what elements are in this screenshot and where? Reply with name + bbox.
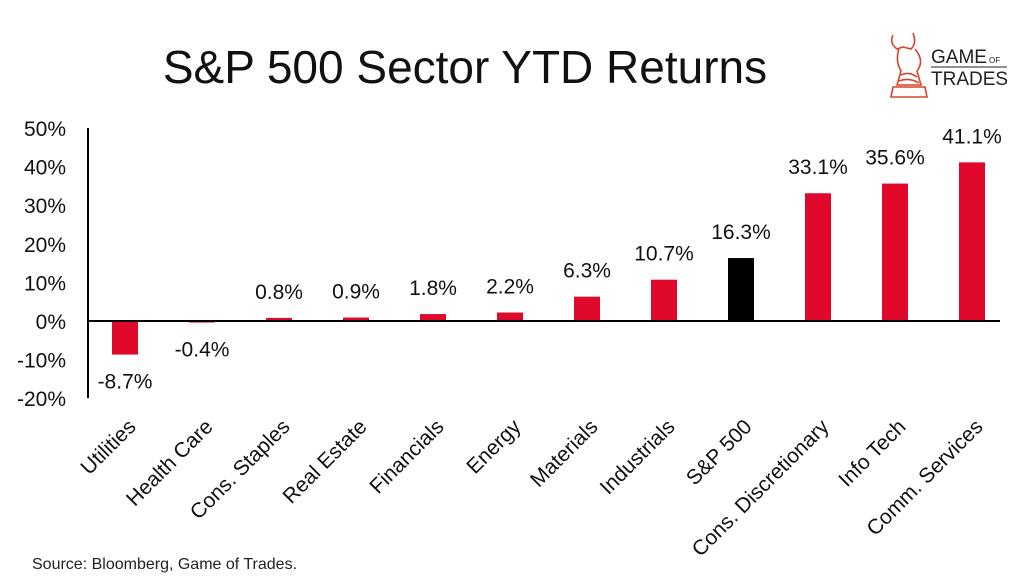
data-label: 41.1% [942, 125, 1002, 148]
x-tick-label: Energy [462, 415, 526, 479]
data-label: 2.2% [486, 276, 534, 299]
bar-utilities [112, 321, 138, 355]
x-tick-label: Cons. Staples [186, 415, 295, 524]
x-tick-label: Comm. Services [862, 415, 987, 540]
data-label: 6.3% [563, 260, 611, 283]
x-tick-label: Financials [365, 415, 448, 498]
data-label: -8.7% [98, 371, 153, 394]
data-label: 1.8% [409, 277, 457, 300]
y-tick-label: 40% [24, 157, 66, 180]
data-label: 16.3% [711, 221, 771, 244]
y-tick-label: 30% [24, 195, 66, 218]
y-tick-label: 0% [36, 311, 66, 334]
x-tick-label: Info Tech [834, 415, 910, 491]
x-tick-label: Industrials [596, 415, 680, 499]
x-tick-label: Utilities [76, 415, 140, 479]
data-label: 35.6% [865, 147, 925, 170]
data-label: 33.1% [788, 156, 848, 179]
y-tick-label: 20% [24, 234, 66, 257]
bar-materials [574, 296, 600, 321]
y-tick-label: 10% [24, 272, 66, 295]
bar-health-care [189, 321, 215, 323]
x-tick-label: Health Care [122, 415, 218, 511]
data-label: 10.7% [634, 243, 694, 266]
chart-title: S&P 500 Sector YTD Returns [162, 41, 768, 93]
bar-financials [420, 314, 446, 321]
bar-cons-discretionary [805, 193, 831, 321]
source-note: Source: Bloomberg, Game of Trades. [32, 556, 298, 573]
x-tick-label: S&P 500 [682, 415, 757, 490]
bar-industrials [651, 279, 677, 321]
bar-comm-services [959, 162, 985, 321]
svg-text:TRADES: TRADES [931, 69, 1008, 90]
y-tick-label: 50% [24, 118, 66, 141]
bar-energy [497, 312, 523, 321]
bar-real-estate [343, 317, 369, 321]
bar-cons-staples [266, 317, 292, 321]
bar-s-p-500 [728, 258, 754, 321]
bull-chess-knight-icon [890, 32, 928, 98]
game-of-trades-logo: GAME OF TRADES [885, 25, 1015, 110]
bar-info-tech [882, 183, 908, 321]
y-tick-label: -20% [17, 388, 66, 411]
data-label: -0.4% [175, 339, 230, 362]
x-tick-label: Materials [526, 415, 603, 492]
svg-text:GAME: GAME [931, 47, 987, 68]
data-label: 0.8% [255, 281, 303, 304]
x-tick-label: Real Estate [279, 415, 372, 508]
svg-text:OF: OF [989, 56, 1000, 65]
data-label: 0.9% [332, 281, 380, 304]
y-tick-label: -10% [17, 350, 66, 373]
x-tick-label: Cons. Discretionary [688, 415, 834, 561]
